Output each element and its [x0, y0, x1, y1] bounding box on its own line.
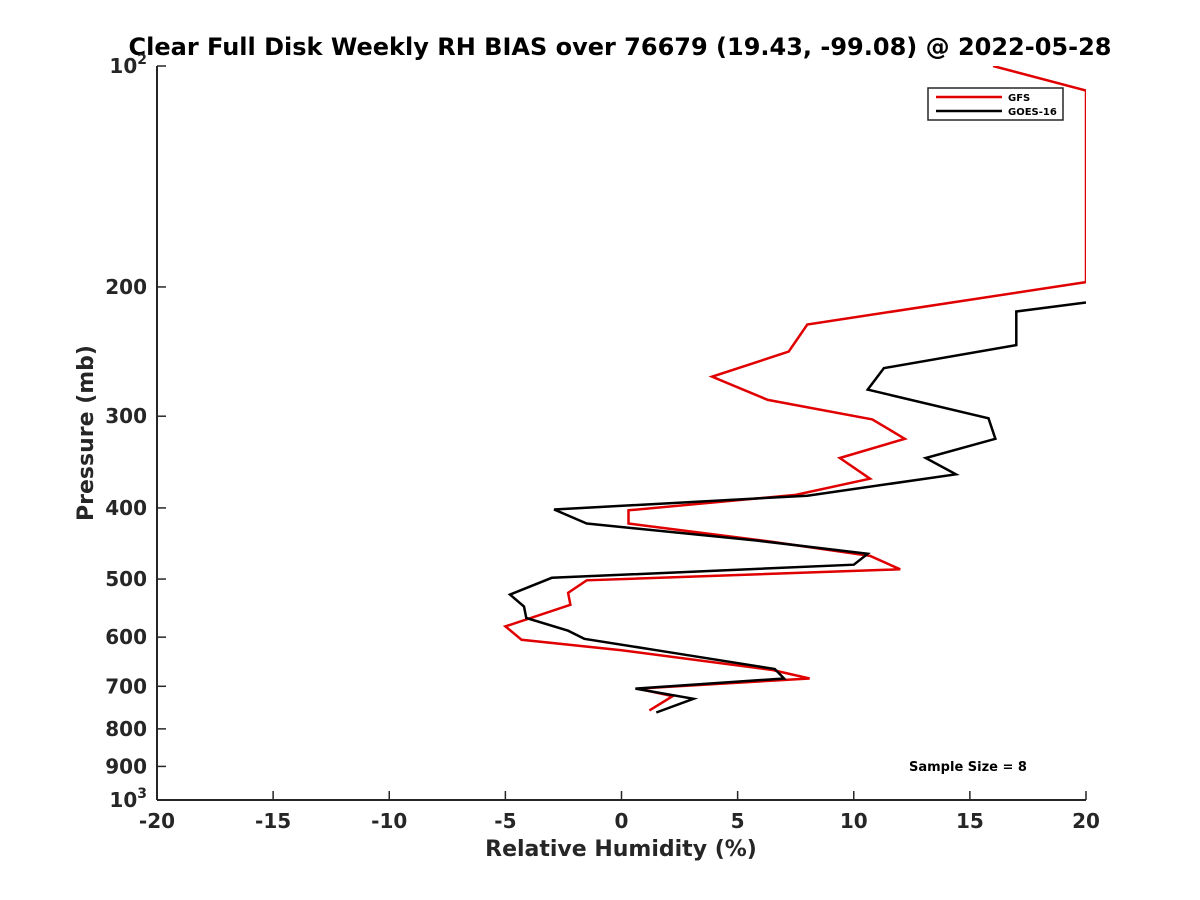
x-axis-label: Relative Humidity (%) [485, 837, 757, 862]
y-tick-label: 102 [109, 52, 147, 78]
chart-title: Clear Full Disk Weekly RH BIAS over 7667… [129, 33, 1112, 61]
y-tick-label: 700 [105, 674, 147, 698]
x-ticks: -20 -15 -10 -5 0 5 10 15 20 [139, 791, 1100, 833]
series-line-gfs [502, 66, 1086, 712]
sample-size-annotation: Sample Size = 8 [909, 760, 1027, 775]
y-tick-label: 400 [105, 496, 147, 520]
legend-box [927, 87, 1064, 121]
y-tick-label: 600 [105, 625, 147, 649]
x-tick-label: 15 [956, 809, 984, 833]
x-tick-label: 5 [731, 809, 745, 833]
y-tick-label: 900 [105, 754, 147, 778]
axes [156, 66, 1086, 801]
x-tick-label: 20 [1072, 809, 1100, 833]
y-tick-label: 800 [105, 717, 147, 741]
y-tick-label: 300 [105, 404, 147, 428]
y-tick-label: 103 [109, 786, 147, 812]
y-tick-label: 200 [105, 275, 147, 299]
x-tick-label: 10 [840, 809, 868, 833]
y-axis-label: Pressure (mb) [74, 345, 99, 521]
plot-lines [502, 66, 1086, 714]
x-tick-label: -5 [494, 809, 516, 833]
x-tick-label: -15 [255, 809, 291, 833]
y-ticks: 102 200 300 400 500 600 700 800 900 103 [105, 52, 166, 812]
x-tick-label: -10 [371, 809, 407, 833]
x-tick-label: -20 [139, 809, 175, 833]
series-line-goes16 [507, 301, 1086, 714]
y-tick-label: 500 [105, 567, 147, 591]
legend-label-gfs: GFS [1008, 93, 1030, 104]
x-tick-label: 0 [615, 809, 629, 833]
legend: GFS GOES-16 [927, 87, 1064, 121]
legend-label-goes16: GOES-16 [1008, 107, 1057, 118]
